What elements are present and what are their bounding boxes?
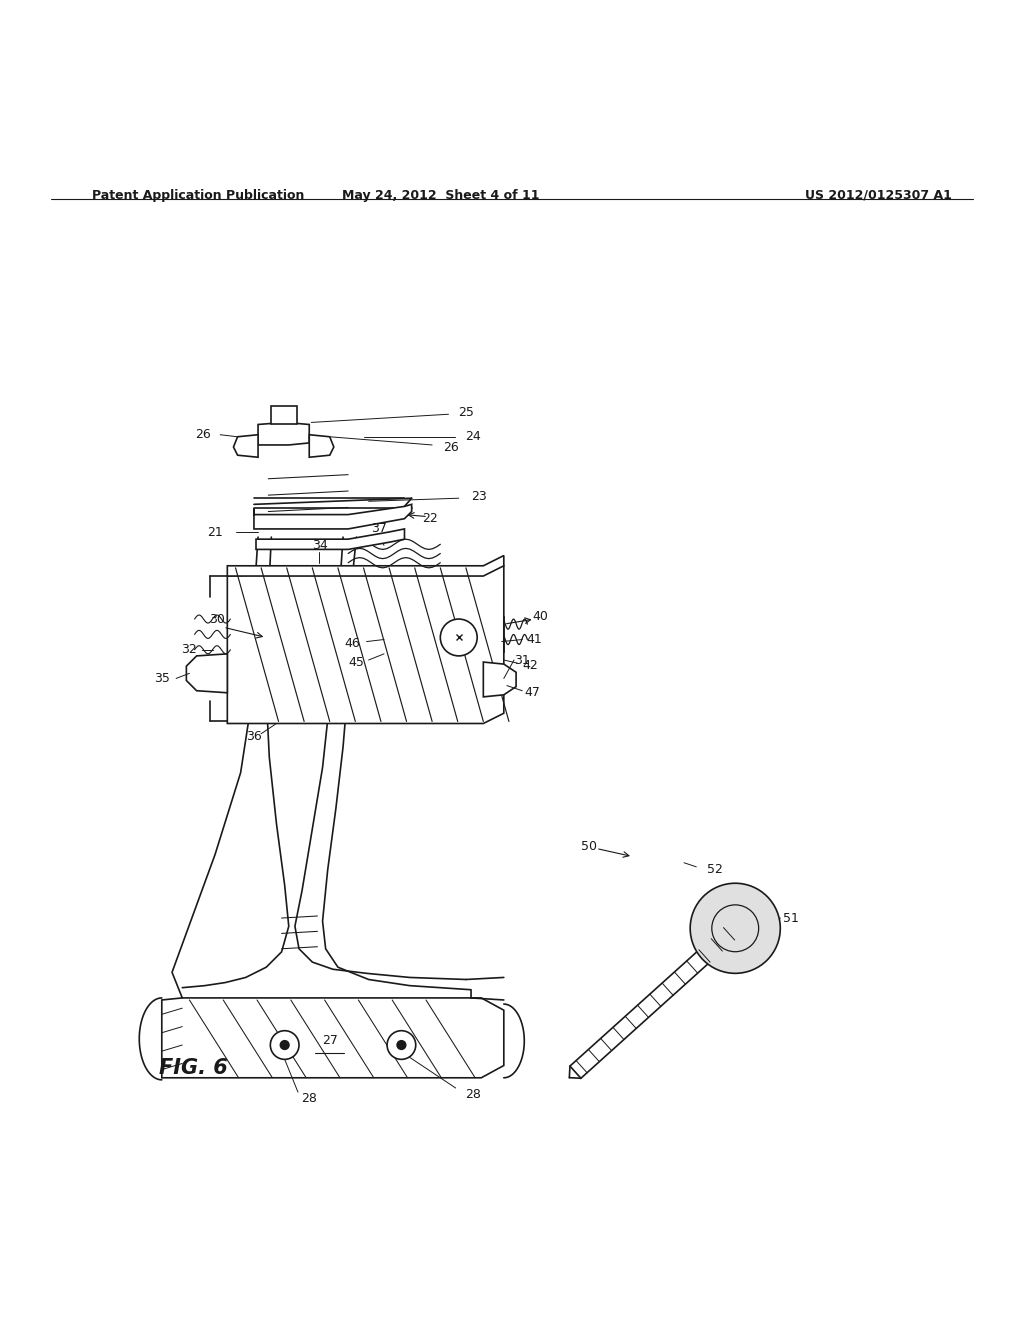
Polygon shape: [233, 434, 258, 457]
Text: Patent Application Publication: Patent Application Publication: [92, 189, 304, 202]
Polygon shape: [271, 407, 297, 425]
Polygon shape: [256, 529, 404, 549]
Text: 36: 36: [246, 730, 262, 743]
Polygon shape: [309, 434, 334, 457]
Text: 28: 28: [301, 1092, 317, 1105]
Text: 47: 47: [524, 686, 541, 700]
Text: 42: 42: [522, 659, 539, 672]
Text: 26: 26: [195, 428, 211, 441]
Circle shape: [396, 1040, 407, 1051]
Circle shape: [280, 1040, 290, 1051]
Polygon shape: [483, 663, 516, 697]
Polygon shape: [227, 566, 504, 723]
Text: 22: 22: [422, 512, 438, 525]
Text: 32: 32: [181, 643, 198, 656]
Circle shape: [690, 883, 780, 973]
Text: 52: 52: [707, 863, 723, 876]
Text: 23: 23: [471, 490, 487, 503]
Text: 30: 30: [209, 612, 225, 626]
Text: FIG. 6: FIG. 6: [159, 1057, 227, 1078]
Circle shape: [270, 1031, 299, 1060]
Text: 34: 34: [311, 539, 328, 552]
Polygon shape: [186, 653, 227, 693]
Text: 46: 46: [344, 638, 360, 651]
Polygon shape: [425, 663, 469, 681]
Polygon shape: [227, 556, 504, 576]
Circle shape: [387, 1031, 416, 1060]
Text: 26: 26: [442, 441, 459, 454]
Polygon shape: [258, 422, 309, 445]
Text: 31: 31: [514, 653, 530, 667]
Polygon shape: [162, 998, 504, 1078]
Polygon shape: [570, 923, 740, 1078]
Text: 37: 37: [371, 523, 387, 536]
Text: 25: 25: [458, 405, 474, 418]
Text: 40: 40: [532, 610, 549, 623]
Text: 27: 27: [322, 1035, 338, 1048]
Polygon shape: [254, 504, 412, 529]
Text: 45: 45: [348, 656, 365, 668]
Text: 41: 41: [526, 634, 543, 645]
Text: 50: 50: [581, 840, 597, 853]
Text: 35: 35: [154, 672, 170, 685]
Text: 51: 51: [782, 912, 799, 924]
Text: US 2012/0125307 A1: US 2012/0125307 A1: [806, 189, 952, 202]
Polygon shape: [401, 611, 500, 663]
Text: 21: 21: [207, 525, 223, 539]
Text: May 24, 2012  Sheet 4 of 11: May 24, 2012 Sheet 4 of 11: [342, 189, 539, 202]
Circle shape: [440, 619, 477, 656]
Text: 24: 24: [465, 430, 481, 444]
Text: 28: 28: [465, 1088, 481, 1101]
